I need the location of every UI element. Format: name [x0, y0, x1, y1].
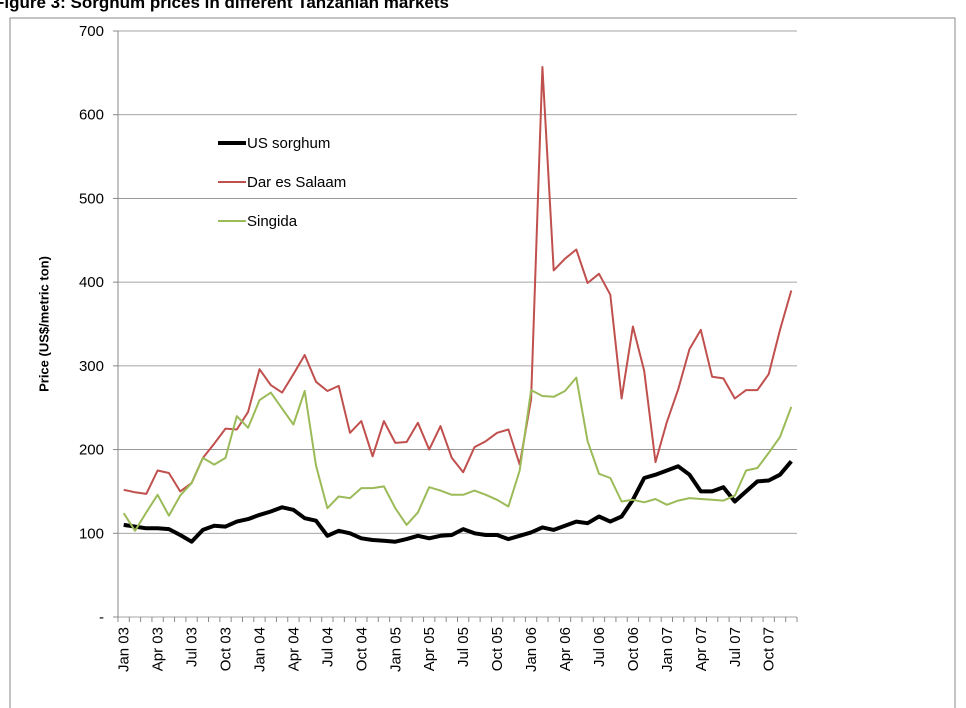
series-line	[123, 460, 793, 544]
x-tick-label: Oct 07	[761, 627, 778, 671]
x-tick-label: Apr 04	[285, 627, 302, 671]
y-tick-label: -	[99, 609, 104, 626]
legend-label: Dar es Salaam	[247, 174, 346, 191]
x-tick-label: Jul 04	[319, 627, 336, 667]
x-tick-label: Oct 05	[489, 627, 506, 671]
x-tick-label: Jul 06	[591, 627, 608, 667]
series-line	[122, 376, 793, 532]
x-tick-label: Jan 04	[251, 627, 268, 672]
x-tick-label: Apr 07	[693, 627, 710, 671]
x-tick-label: Jul 03	[184, 627, 201, 667]
x-tick-label: Jan 06	[523, 627, 540, 672]
y-tick-label: 100	[79, 525, 104, 542]
y-axis-label: Price (US$/metric ton)	[36, 256, 51, 392]
x-tick-label: Oct 04	[353, 627, 370, 671]
x-tick-label: Apr 05	[421, 627, 438, 671]
x-tick-label: Jul 07	[727, 627, 744, 667]
x-tick-label: Jan 07	[659, 627, 676, 672]
x-tick-label: Jan 03	[116, 627, 133, 672]
y-tick-label: 400	[79, 274, 104, 291]
y-tick-label: 500	[79, 190, 104, 207]
series-line	[123, 66, 793, 495]
y-tick-label: 700	[79, 23, 104, 40]
chart-title: Figure 3: Sorghum prices in different Ta…	[0, 0, 449, 12]
y-tick-label: 300	[79, 358, 104, 375]
x-tick-label: Oct 06	[625, 627, 642, 671]
y-tick-label: 200	[79, 442, 104, 459]
chart-border	[9, 17, 956, 708]
legend-label: US sorghum	[247, 135, 330, 152]
x-tick-label: Jan 05	[387, 627, 404, 672]
y-tick-label: 600	[79, 107, 104, 124]
x-tick-label: Apr 03	[150, 627, 167, 671]
x-tick-label: Jul 05	[455, 627, 472, 667]
legend-label: Singida	[247, 213, 298, 230]
x-tick-label: Oct 03	[218, 627, 235, 671]
x-tick-label: Apr 06	[557, 627, 574, 671]
